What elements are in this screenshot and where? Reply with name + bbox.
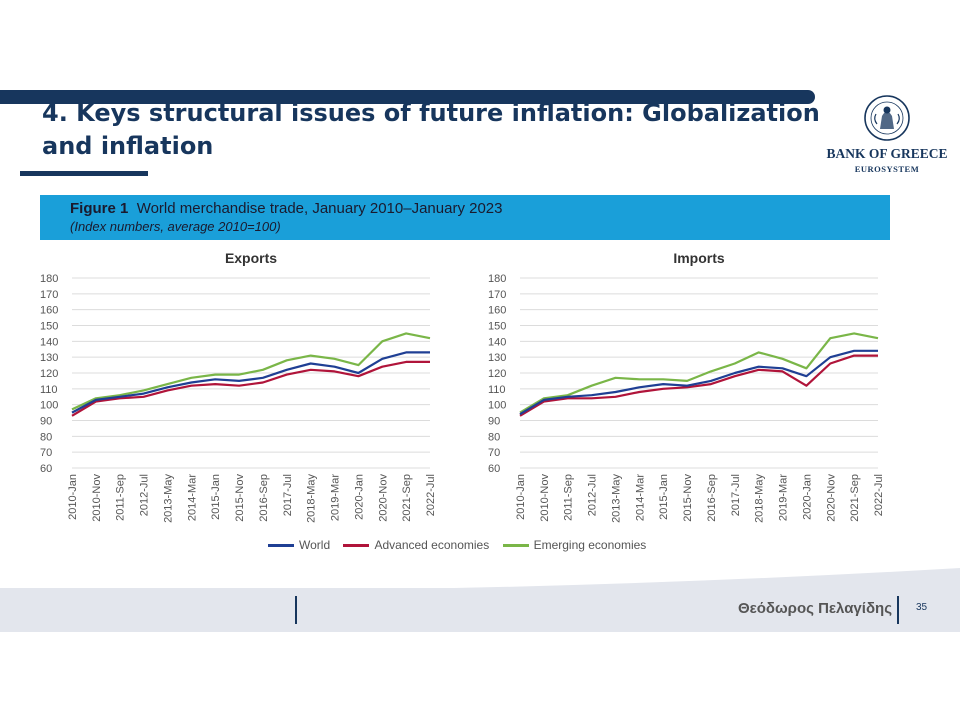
y-tick-label: 180 xyxy=(488,273,506,285)
y-tick-label: 110 xyxy=(40,384,58,396)
y-tick-label: 60 xyxy=(488,463,500,475)
legend-swatch-emerging xyxy=(502,544,529,548)
y-tick-label: 150 xyxy=(488,321,506,333)
figure-subtitle: (Index numbers, average 2010=100) xyxy=(70,219,281,234)
exports-chart-svg: Exports 60 70 80 90 100 110 120 130 140 150 160 170 1… xyxy=(40,250,437,523)
y-tick-label: 90 xyxy=(40,416,52,428)
y-tick-label: 110 xyxy=(488,384,506,396)
bank-of-greece-logo: BANK OF GREECE EUROSYSTEM xyxy=(826,94,948,178)
page-number: 35 xyxy=(916,602,928,613)
y-tick-label: 100 xyxy=(488,400,506,412)
title-underline xyxy=(20,171,148,176)
x-tick-label: 2020-Jan xyxy=(353,474,365,520)
y-tick-label: 70 xyxy=(40,447,52,459)
x-tick-label: 2017-Jul xyxy=(730,474,742,516)
imports-chart: Imports 60 70 80 90 100 110 120 130 140 150 160 170 1… xyxy=(468,248,898,548)
x-tick-label: 2020-Nov xyxy=(377,474,389,522)
footer-separator xyxy=(295,596,297,624)
x-tick-label: 2022-Jul xyxy=(425,474,437,516)
series-line-advanced-economies xyxy=(519,354,878,417)
x-tick-label: 2015-Jan xyxy=(658,474,670,520)
y-tick-label: 170 xyxy=(488,289,506,301)
footer-band xyxy=(0,588,960,632)
series-line-advanced-economies xyxy=(71,360,430,417)
x-tick-label: 2016-Sep xyxy=(258,474,270,522)
chart-title: Imports xyxy=(673,250,725,266)
x-tick-label: 2018-May xyxy=(754,474,766,523)
x-tick-label: 2021-Sep xyxy=(849,474,861,522)
x-tick-label: 2021-Sep xyxy=(401,474,413,522)
y-tick-label: 120 xyxy=(40,368,58,380)
legend-swatch-world xyxy=(268,544,294,548)
x-tick-label: 2018-May xyxy=(306,474,318,523)
author-name: Θεόδωρος Πελαγίδης xyxy=(737,600,892,617)
y-tick-label: 130 xyxy=(40,352,58,364)
y-tick-label: 140 xyxy=(488,336,506,348)
x-tick-label: 2022-Jul xyxy=(873,474,885,516)
x-tick-label: 2016-Sep xyxy=(706,474,718,522)
x-tick-label: 2010-Jan xyxy=(515,474,527,520)
bank-name: BANK OF GREECE xyxy=(826,146,948,161)
legend-item-emerging: Emerging economies xyxy=(502,538,647,552)
x-tick-label: 2010-Nov xyxy=(91,474,103,522)
x-tick-label: 2011-Sep xyxy=(563,474,575,521)
y-tick-label: 130 xyxy=(488,352,506,364)
title-accent-bar xyxy=(0,90,815,104)
imports-chart-svg: Imports 60 70 80 90 100 110 120 130 140 150 160 170 1… xyxy=(488,250,885,523)
legend-swatch-advanced xyxy=(343,544,370,548)
y-tick-label: 170 xyxy=(40,289,58,301)
x-tick-label: 2014-Mar xyxy=(634,474,646,521)
x-tick-label: 2020-Nov xyxy=(825,474,837,522)
exports-chart: Exports 60 70 80 90 100 110 120 130 140 150 160 170 1… xyxy=(20,248,450,548)
figure-header: Figure 1 World merchandise trade, Januar… xyxy=(40,195,890,240)
x-tick-label: 2012-Jul xyxy=(587,474,599,516)
bank-seal-icon xyxy=(864,95,910,141)
y-tick-label: 60 xyxy=(40,463,52,475)
legend-label-advanced: Advanced economies xyxy=(374,538,490,552)
y-tick-label: 120 xyxy=(488,368,506,380)
legend-item-world: World xyxy=(268,538,330,552)
footer-separator-right xyxy=(897,596,899,624)
series-line-emerging-economies xyxy=(71,332,431,411)
x-tick-label: 2014-Mar xyxy=(186,474,198,521)
slide-title: 4. Keys structural issues of future infl… xyxy=(42,99,820,160)
series-line-world xyxy=(519,349,878,416)
y-tick-label: 80 xyxy=(40,431,52,443)
x-tick-label: 2019-Mar xyxy=(330,474,342,521)
x-tick-label: 2020-Jan xyxy=(801,474,813,520)
x-tick-label: 2012-Jul xyxy=(139,474,151,516)
legend-label-emerging: Emerging economies xyxy=(533,538,647,552)
legend-item-advanced: Advanced economies xyxy=(343,538,489,552)
y-tick-label: 100 xyxy=(40,400,58,412)
figure-label: Figure 1 xyxy=(70,200,129,217)
y-tick-label: 160 xyxy=(40,305,58,317)
x-tick-label: 2015-Nov xyxy=(682,474,694,522)
x-tick-label: 2015-Jan xyxy=(210,474,222,520)
x-tick-label: 2015-Nov xyxy=(234,474,246,522)
series-line-emerging-economies xyxy=(519,332,879,414)
x-tick-label: 2013-May xyxy=(610,474,622,523)
x-tick-label: 2019-Mar xyxy=(778,474,790,521)
chart-title: Exports xyxy=(225,250,277,266)
chart-legend: World Advanced economies Emerging econom… xyxy=(268,538,656,556)
x-tick-label: 2010-Nov xyxy=(539,474,551,522)
y-tick-label: 90 xyxy=(488,416,500,428)
x-tick-label: 2013-May xyxy=(162,474,174,523)
y-tick-label: 160 xyxy=(488,305,506,317)
y-tick-label: 80 xyxy=(488,431,500,443)
legend-label-world: World xyxy=(299,538,331,552)
eurosystem-label: EUROSYSTEM xyxy=(854,164,920,174)
x-tick-label: 2017-Jul xyxy=(282,474,294,516)
y-tick-label: 70 xyxy=(488,447,500,459)
x-tick-label: 2010-Jan xyxy=(67,474,79,520)
y-tick-label: 150 xyxy=(40,321,58,333)
figure-title-line: Figure 1 World merchandise trade, Januar… xyxy=(70,200,502,217)
x-tick-label: 2011-Sep xyxy=(115,474,127,521)
y-tick-label: 180 xyxy=(40,273,58,285)
figure-title: World merchandise trade, January 2010–Ja… xyxy=(136,200,503,217)
y-tick-label: 140 xyxy=(40,336,58,348)
series-line-world xyxy=(71,351,430,414)
